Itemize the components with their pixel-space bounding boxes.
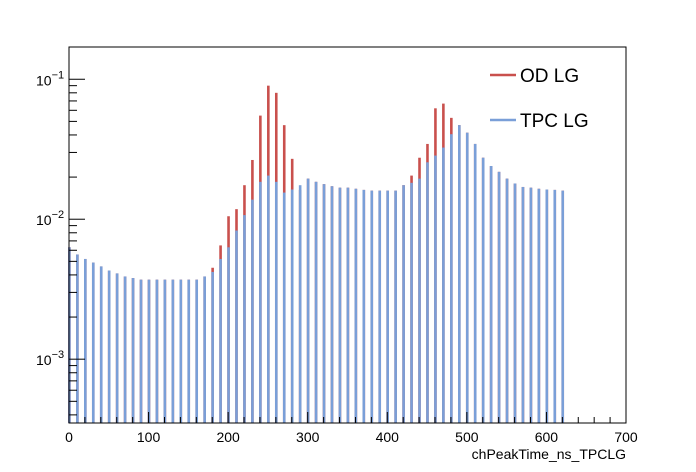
x-tick-label: 700	[614, 429, 638, 445]
x-tick-label: 400	[376, 429, 400, 445]
tpc-lg-bar	[402, 185, 405, 423]
tpc-lg-bar	[370, 190, 374, 423]
tpc-lg-bar	[227, 247, 230, 423]
tpc-lg-bar	[386, 190, 389, 423]
tpc-lg-bar	[354, 188, 358, 423]
tpc-lg-bar	[481, 157, 485, 424]
tpc-lg-bar	[179, 279, 183, 423]
legend-label-od-lg: OD LG	[520, 66, 579, 87]
tpc-lg-bar	[290, 189, 294, 423]
tpc-lg-bar	[163, 279, 167, 423]
tpc-lg-bar	[91, 262, 95, 423]
tpc-lg-bar	[322, 184, 326, 423]
tpc-lg-bar	[195, 279, 199, 423]
x-tick-label: 200	[216, 429, 240, 445]
tpc-lg-bar	[243, 215, 246, 423]
tpc-lg-bar	[282, 192, 286, 423]
tpc-lg-bar	[131, 278, 135, 423]
tpc-lg-bar	[139, 279, 143, 423]
tpc-lg-bar	[489, 166, 493, 423]
tpc-lg-bar	[545, 189, 549, 423]
x-tick-label: 0	[65, 429, 73, 445]
tpc-lg-bar	[99, 266, 103, 423]
tpc-lg-bar	[314, 181, 318, 423]
x-tick-label: 300	[296, 429, 320, 445]
legend: OD LG TPC LG	[490, 66, 589, 132]
tpc-lg-bar	[513, 183, 517, 423]
tpc-lg-bar	[529, 187, 533, 423]
tpc-lg-bar	[465, 132, 469, 423]
y-tick-label: 10−2	[36, 209, 64, 228]
tpc-lg-bar	[426, 162, 429, 423]
tpc-lg-bar	[442, 147, 445, 423]
tpc-lg-bar	[434, 155, 437, 423]
tpc-lg-bar	[378, 190, 382, 423]
tpc-lg-bar	[259, 181, 262, 423]
tpc-lg-bar	[338, 187, 342, 423]
plot-frame	[68, 46, 627, 424]
tpc-lg-bar	[346, 187, 350, 423]
legend-label-tpc-lg: TPC LG	[520, 111, 589, 132]
tpc-lg-bar	[76, 254, 79, 423]
tpc-lg-bar	[450, 134, 453, 423]
tpc-lg-bar	[251, 199, 254, 423]
tpc-lg-bar	[505, 178, 509, 423]
tpc-lg-bar	[458, 125, 461, 424]
tpc-lg-bar	[537, 188, 541, 423]
y-tick-label: 10−1	[36, 69, 64, 88]
tpc-lg-bar	[553, 189, 557, 423]
tpc-lg-bar	[394, 190, 397, 423]
x-axis-ticks: 0 100 200 300 400 500 600 700	[65, 412, 638, 445]
tpc-lg-bar	[235, 230, 238, 423]
tpc-lg-bar	[211, 271, 214, 423]
tpc-lg-bar	[362, 189, 366, 423]
tpc-lg-bar	[147, 279, 151, 423]
tpc-lg-bar	[306, 178, 310, 423]
tpc-lg-bar	[497, 171, 501, 423]
tpc-lg-bar	[298, 185, 302, 423]
tpc-lg-bar	[203, 276, 206, 423]
x-tick-label: 500	[455, 429, 479, 445]
x-tick-label: 100	[137, 429, 161, 445]
tpc-lg-bar	[107, 270, 111, 423]
tpc-lg-bar	[219, 258, 222, 423]
tpc-lg-bar	[521, 186, 525, 423]
tpc-lg-bar	[123, 276, 127, 423]
tpc-lg-bar	[418, 178, 421, 423]
tpc-lg-bar	[473, 143, 477, 423]
tpc-lg-bar	[410, 182, 413, 423]
tpc-lg-bar	[267, 175, 270, 423]
tpc-lg-bar	[561, 190, 565, 423]
tpc-lg-bar	[155, 279, 159, 423]
tpc-lg-bar	[115, 273, 119, 423]
y-tick-label: 10−3	[36, 349, 64, 368]
x-axis-title: chPeakTime_ns_TPCLG	[472, 446, 626, 462]
y-axis-ticks: 10−3 10−2 10−1	[36, 69, 85, 416]
x-tick-label: 600	[535, 429, 559, 445]
tpc-lg-bar	[330, 186, 334, 423]
tpc-lg-bars	[68, 125, 565, 424]
tpc-lg-bar	[171, 279, 175, 423]
tpc-lg-bar	[187, 279, 191, 423]
tpc-lg-bar	[84, 258, 87, 423]
tpc-lg-bar	[274, 181, 278, 423]
